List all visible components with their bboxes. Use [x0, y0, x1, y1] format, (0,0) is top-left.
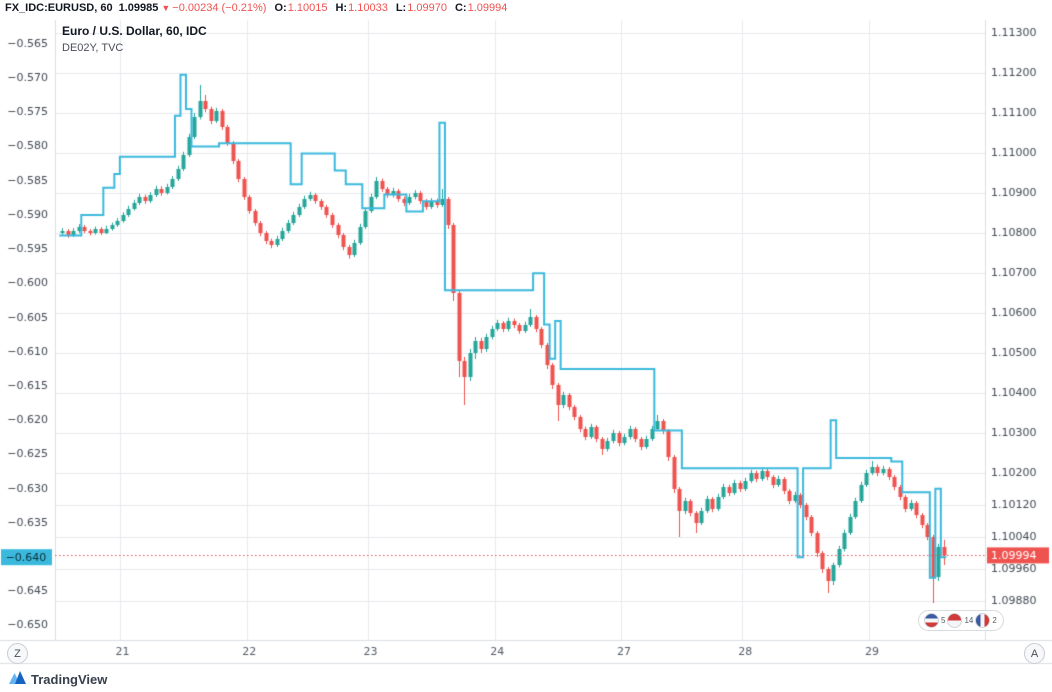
economic-events-widget[interactable]: 5 14 2 — [918, 610, 1004, 631]
price-chart[interactable] — [0, 0, 1052, 666]
price-down-icon: ▼ — [161, 3, 171, 13]
event-flag-icon — [975, 613, 991, 628]
tradingview-logo-text: TradingView — [31, 672, 108, 687]
tradingview-logo-icon — [8, 670, 26, 689]
auto-scale-button[interactable]: A — [1024, 643, 1045, 664]
symbol-header: FX_IDC:EURUSD, 60 1.09985 ▼ −0.00234 (−0.21… — [5, 1, 507, 15]
main-series-legend[interactable]: Euro / U.S. Dollar, 60, IDC — [62, 24, 207, 38]
auto-scale-button-label: A — [1030, 647, 1039, 660]
close-value: 1.09994 — [467, 2, 508, 14]
event-flag-icon — [947, 613, 963, 628]
tradingview-branding[interactable]: TradingView — [8, 670, 107, 689]
chart-legend: Euro / U.S. Dollar, 60, IDC DE02Y, TVC — [62, 24, 207, 54]
price-change: −0.00234 (−0.21%) — [172, 2, 267, 14]
timezone-button-label: Z — [14, 647, 21, 660]
event-count: 2 — [992, 616, 997, 625]
open-value: 1.10015 — [287, 2, 328, 14]
low-label: L: — [395, 2, 407, 14]
header-last-price: 1.09985 — [118, 2, 159, 14]
event-flag-icon — [924, 613, 939, 628]
high-value: 1.10033 — [348, 2, 388, 14]
event-count: 14 — [964, 616, 974, 625]
symbol-title[interactable]: FX_IDC:EURUSD, 60 — [5, 2, 113, 14]
timezone-button[interactable]: Z — [7, 643, 28, 664]
high-label: H: — [335, 2, 348, 14]
low-value: 1.09970 — [407, 2, 447, 14]
open-label: O: — [274, 2, 287, 14]
event-count: 5 — [941, 616, 946, 625]
close-label: C: — [454, 2, 467, 14]
compare-series-legend[interactable]: DE02Y, TVC — [62, 42, 124, 54]
